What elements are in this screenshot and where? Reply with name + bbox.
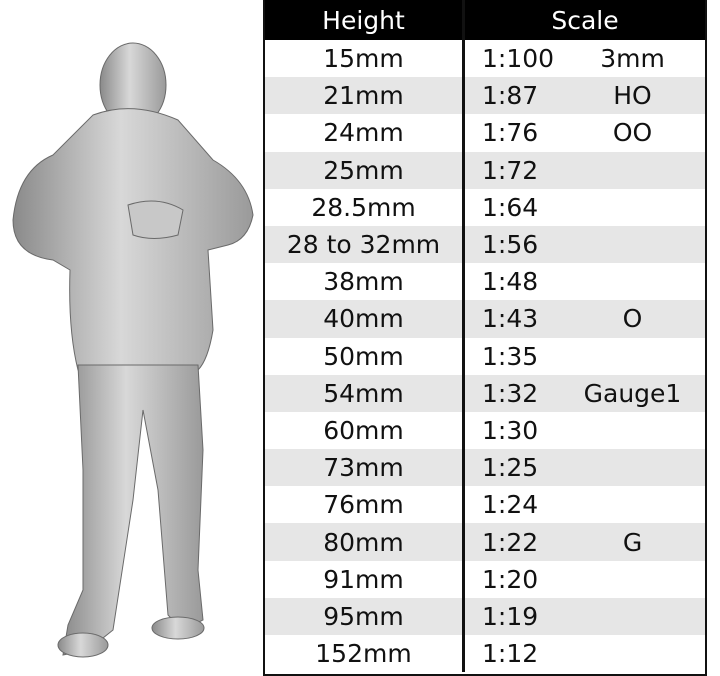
table-row: 21mm 1:87 HO xyxy=(265,77,705,115)
gauge-cell xyxy=(560,486,705,523)
height-cell: 73mm xyxy=(265,449,465,487)
height-cell: 50mm xyxy=(265,337,465,375)
gauge-cell xyxy=(560,449,705,486)
height-cell: 95mm xyxy=(265,597,465,635)
table-row: 95mm 1:19 xyxy=(265,597,705,635)
ratio-cell: 1:72 xyxy=(482,155,539,185)
ratio-cell: 1:48 xyxy=(482,267,539,297)
ratio-cell: 1:35 xyxy=(482,341,539,371)
height-cell: 54mm xyxy=(265,374,465,412)
height-cell: 80mm xyxy=(265,523,465,561)
ratio-cell: 1:100 xyxy=(482,44,555,74)
table-row: 24mm 1:76 OO xyxy=(265,114,705,152)
height-cell: 152mm xyxy=(265,635,465,673)
gauge-cell: OO xyxy=(612,118,653,148)
ratio-cell: 1:43 xyxy=(482,304,539,334)
table-header: Height Scale xyxy=(265,0,705,40)
gauge-cell xyxy=(560,338,705,375)
header-scale: Scale xyxy=(551,5,619,35)
height-cell: 28 to 32mm xyxy=(265,225,465,264)
height-cell: 91mm xyxy=(265,560,465,598)
table-row: 25mm 1:72 xyxy=(265,151,705,189)
ratio-cell: 1:22 xyxy=(482,527,539,557)
ratio-cell: 1:32 xyxy=(482,378,539,408)
ratio-cell: 1:12 xyxy=(482,639,539,669)
table-row: 60mm 1:30 xyxy=(265,411,705,450)
table-row: 152mm 1:12 xyxy=(265,635,705,673)
ratio-cell: 1:87 xyxy=(482,81,539,111)
table-row: 76mm 1:24 xyxy=(265,486,705,524)
gauge-cell xyxy=(560,412,705,449)
ratio-cell: 1:30 xyxy=(482,415,539,445)
gauge-cell: Gauge1 xyxy=(583,378,682,408)
gauge-cell xyxy=(560,263,705,300)
ratio-cell: 1:19 xyxy=(482,601,539,631)
ratio-cell: 1:25 xyxy=(482,453,539,483)
table-row: 15mm 1:100 3mm xyxy=(265,40,705,78)
ratio-cell: 1:64 xyxy=(482,192,539,222)
ratio-cell: 1:56 xyxy=(482,230,539,260)
gauge-cell: HO xyxy=(613,81,652,111)
height-cell: 76mm xyxy=(265,486,465,524)
table-row: 28 to 32mm 1:56 xyxy=(265,225,705,264)
gauge-cell xyxy=(560,598,705,635)
height-cell: 15mm xyxy=(265,40,465,78)
gauge-cell: G xyxy=(622,527,643,557)
height-cell: 21mm xyxy=(265,77,465,115)
gauge-cell xyxy=(560,189,705,226)
table-row: 38mm 1:48 xyxy=(265,263,705,301)
height-cell: 60mm xyxy=(265,411,465,450)
gauge-cell xyxy=(560,226,705,263)
gauge-cell: O xyxy=(622,304,643,334)
ratio-cell: 1:76 xyxy=(482,118,539,148)
gauge-cell: 3mm xyxy=(600,44,665,74)
gauge-cell xyxy=(560,152,705,189)
ratio-cell: 1:20 xyxy=(482,564,539,594)
table-row: 54mm 1:32 Gauge1 xyxy=(265,374,705,412)
gauge-cell xyxy=(560,635,705,672)
table-row: 73mm 1:25 xyxy=(265,449,705,487)
table-row: 80mm 1:22 G xyxy=(265,523,705,561)
height-cell: 40mm xyxy=(265,300,465,338)
height-cell: 25mm xyxy=(265,151,465,189)
table-body: 15mm 1:100 3mm 21mm 1:87 HO 24mm 1:76 OO 25mm 1:72… xyxy=(265,40,705,673)
figure-3d-scan-image xyxy=(12,42,254,658)
scale-table: Height Scale 15mm 1:100 3mm 21mm 1:87 HO 24mm 1… xyxy=(263,0,707,676)
table-row: 91mm 1:20 xyxy=(265,560,705,598)
gauge-cell xyxy=(560,561,705,598)
table-row: 50mm 1:35 xyxy=(265,337,705,375)
table-row: 40mm 1:43 O xyxy=(265,300,705,338)
header-height: Height xyxy=(265,0,465,40)
ratio-cell: 1:24 xyxy=(482,490,539,520)
height-cell: 38mm xyxy=(265,263,465,301)
table-row: 28.5mm 1:64 xyxy=(265,188,705,226)
height-cell: 24mm xyxy=(265,114,465,152)
height-cell: 28.5mm xyxy=(265,188,465,226)
